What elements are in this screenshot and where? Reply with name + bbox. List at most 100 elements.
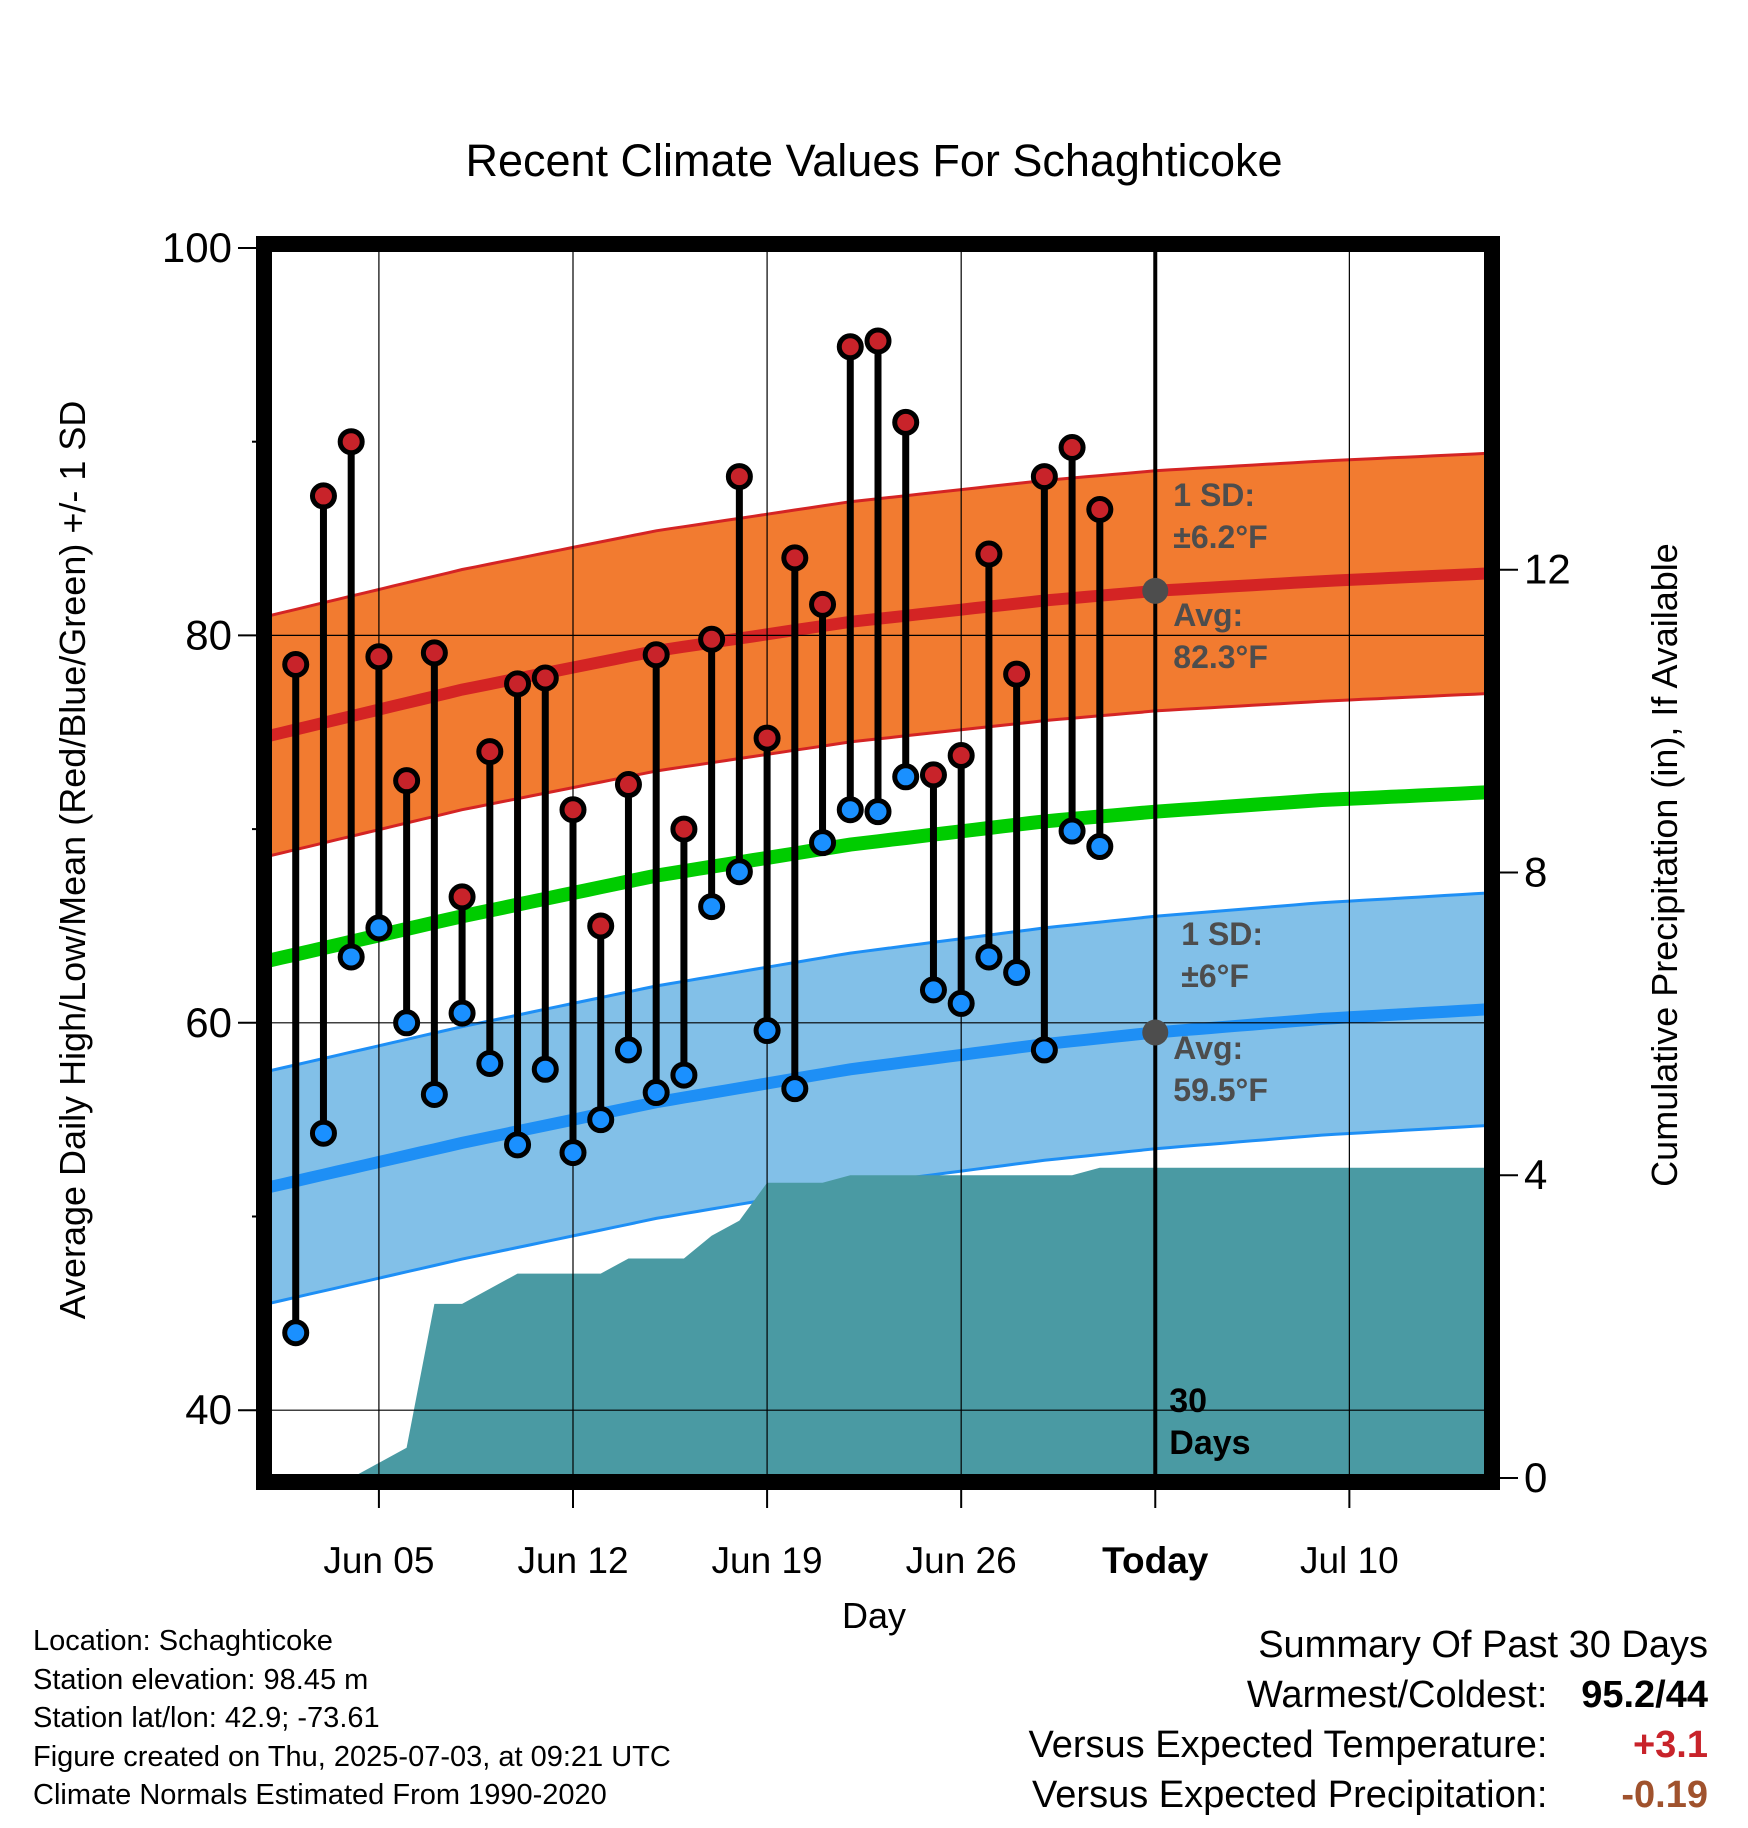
warmest-coldest-value: 95.2/44 (1581, 1674, 1708, 1716)
today-low-avg-marker (1142, 1019, 1169, 1046)
mean-avg-line (268, 785, 1488, 968)
daily-high-point (309, 482, 337, 510)
y-tick-label: 40 (185, 1386, 232, 1433)
daily-low-point (642, 1079, 670, 1107)
daily-low-point (614, 1036, 642, 1064)
daily-low-point (365, 914, 393, 942)
daily-low-point (1117, 0, 1139, 11)
temp-anomaly-row: Versus Expected Temperature: +3.1 (1029, 1720, 1708, 1770)
daily-high-point (587, 912, 615, 940)
daily-low-point (725, 858, 753, 886)
warmest-coldest-label: Warmest/Coldest: (1246, 1674, 1548, 1716)
x-tick-label: Jun 19 (712, 1540, 823, 1581)
daily-high-point (420, 639, 448, 667)
y-tick-label: 60 (185, 999, 232, 1046)
low-avg-label: Avg: (1173, 1030, 1243, 1066)
daily-low-point (864, 798, 892, 826)
x-axis-label: Day (842, 1595, 906, 1636)
daily-low-point (531, 1055, 559, 1083)
low-avg-line (268, 1003, 1488, 1194)
precip-anomaly-value: -0.19 (1621, 1774, 1708, 1816)
y2-tick-label: 8 (1524, 848, 1547, 895)
daily-low-point (1030, 1036, 1058, 1064)
daily-low-point (587, 1106, 615, 1134)
daily-high-point (836, 333, 864, 361)
daily-high-point (809, 590, 837, 618)
precip-area (351, 1167, 1488, 1478)
daily-low-point (504, 1131, 532, 1159)
daily-low-point (892, 763, 920, 791)
latlon-text: Station lat/lon: 42.9; -73.61 (33, 1702, 380, 1734)
daily-low-point (781, 1075, 809, 1103)
daily-high-point (504, 670, 532, 698)
daily-low-point (420, 1080, 448, 1108)
y2-axis-label: Cumulative Precipitation (in), If Availa… (1644, 543, 1685, 1187)
temp-anomaly-value: +3.1 (1632, 1724, 1708, 1766)
plot-frame (256, 236, 1500, 1490)
daily-high-point (1117, 0, 1139, 11)
summary-panel: Summary Of Past 30 Days Warmest/Coldest:… (1029, 1620, 1708, 1820)
period-label-line1: 30 (1169, 1382, 1207, 1420)
daily-high-point (337, 428, 365, 456)
daily-high-point (947, 741, 975, 769)
daily-high-point (698, 625, 726, 653)
daily-high-point (365, 643, 393, 671)
daily-high-point (393, 767, 421, 795)
summary-title: Summary Of Past 30 Days (1258, 1624, 1708, 1666)
daily-high-point (642, 641, 670, 669)
warmest-coldest-row: Warmest/Coldest: 95.2/44 (1029, 1670, 1708, 1720)
daily-high-point (1030, 463, 1058, 491)
high-sd-value: ±6.2°F (1173, 519, 1267, 555)
created-text: Figure created on Thu, 2025-07-03, at 09… (33, 1740, 671, 1773)
y2-tick-label: 12 (1524, 546, 1571, 593)
precip-anomaly-label: Versus Expected Precipitation: (1032, 1774, 1548, 1816)
daily-low-point (1086, 833, 1114, 861)
x-tick-label: Jun 26 (906, 1540, 1017, 1581)
daily-low-point (282, 1319, 310, 1347)
daily-high-point (282, 650, 310, 678)
y2-tick-label: 4 (1524, 1151, 1547, 1198)
daily-high-point (1003, 660, 1031, 688)
daily-high-point (892, 408, 920, 436)
location-text: Location: Schaghticoke (33, 1625, 333, 1657)
daily-low-point (393, 1009, 421, 1037)
daily-low-point (809, 829, 837, 857)
low-sd-value: ±6°F (1181, 958, 1249, 994)
daily-low-point (670, 1061, 698, 1089)
high-sd-label: 1 SD: (1173, 477, 1255, 513)
x-tick-label: Jun 05 (323, 1540, 434, 1581)
low-sd-label: 1 SD: (1181, 916, 1263, 952)
daily-high-point (670, 815, 698, 843)
station-info: Location: Schaghticoke Station elevation… (33, 1622, 671, 1815)
daily-low-point (476, 1049, 504, 1077)
elevation-text: Station elevation: 98.45 m (33, 1663, 369, 1696)
daily-low-point (448, 999, 476, 1027)
low-sd-upper-line (268, 891, 1488, 1073)
daily-low-point (1003, 958, 1031, 986)
plot-area: 1 SD: ±6.2°F Avg: 82.3°F 1 SD: ±6°F Avg: 59.5°F… (162, 0, 1571, 1581)
x-tick-label: Jul 10 (1300, 1540, 1399, 1581)
daily-high-point (1058, 434, 1086, 462)
high-avg-label: Avg: (1173, 597, 1243, 633)
y-tick-label: 100 (162, 224, 232, 271)
precip-anomaly-row: Versus Expected Precipitation: -0.19 (1029, 1770, 1708, 1820)
x-tick-label-today: Today (1102, 1540, 1209, 1581)
x-tick-label: Jun 12 (517, 1540, 628, 1581)
daily-high-point (864, 327, 892, 355)
daily-high-point (531, 664, 559, 692)
daily-high-point (725, 463, 753, 491)
daily-high-point (919, 761, 947, 789)
daily-low-point (1058, 817, 1086, 845)
daily-high-point (448, 883, 476, 911)
daily-low-point (836, 796, 864, 824)
today-high-avg-marker (1142, 577, 1169, 604)
daily-low-point (753, 1017, 781, 1045)
daily-high-point (476, 738, 504, 766)
daily-low-point (947, 989, 975, 1017)
y2-tick-label: 0 (1524, 1454, 1547, 1501)
daily-low-point (559, 1139, 587, 1167)
temp-anomaly-label: Versus Expected Temperature: (1028, 1724, 1548, 1766)
chart-title: Recent Climate Values For Schaghticoke (465, 135, 1282, 186)
low-avg-value: 59.5°F (1173, 1072, 1268, 1108)
